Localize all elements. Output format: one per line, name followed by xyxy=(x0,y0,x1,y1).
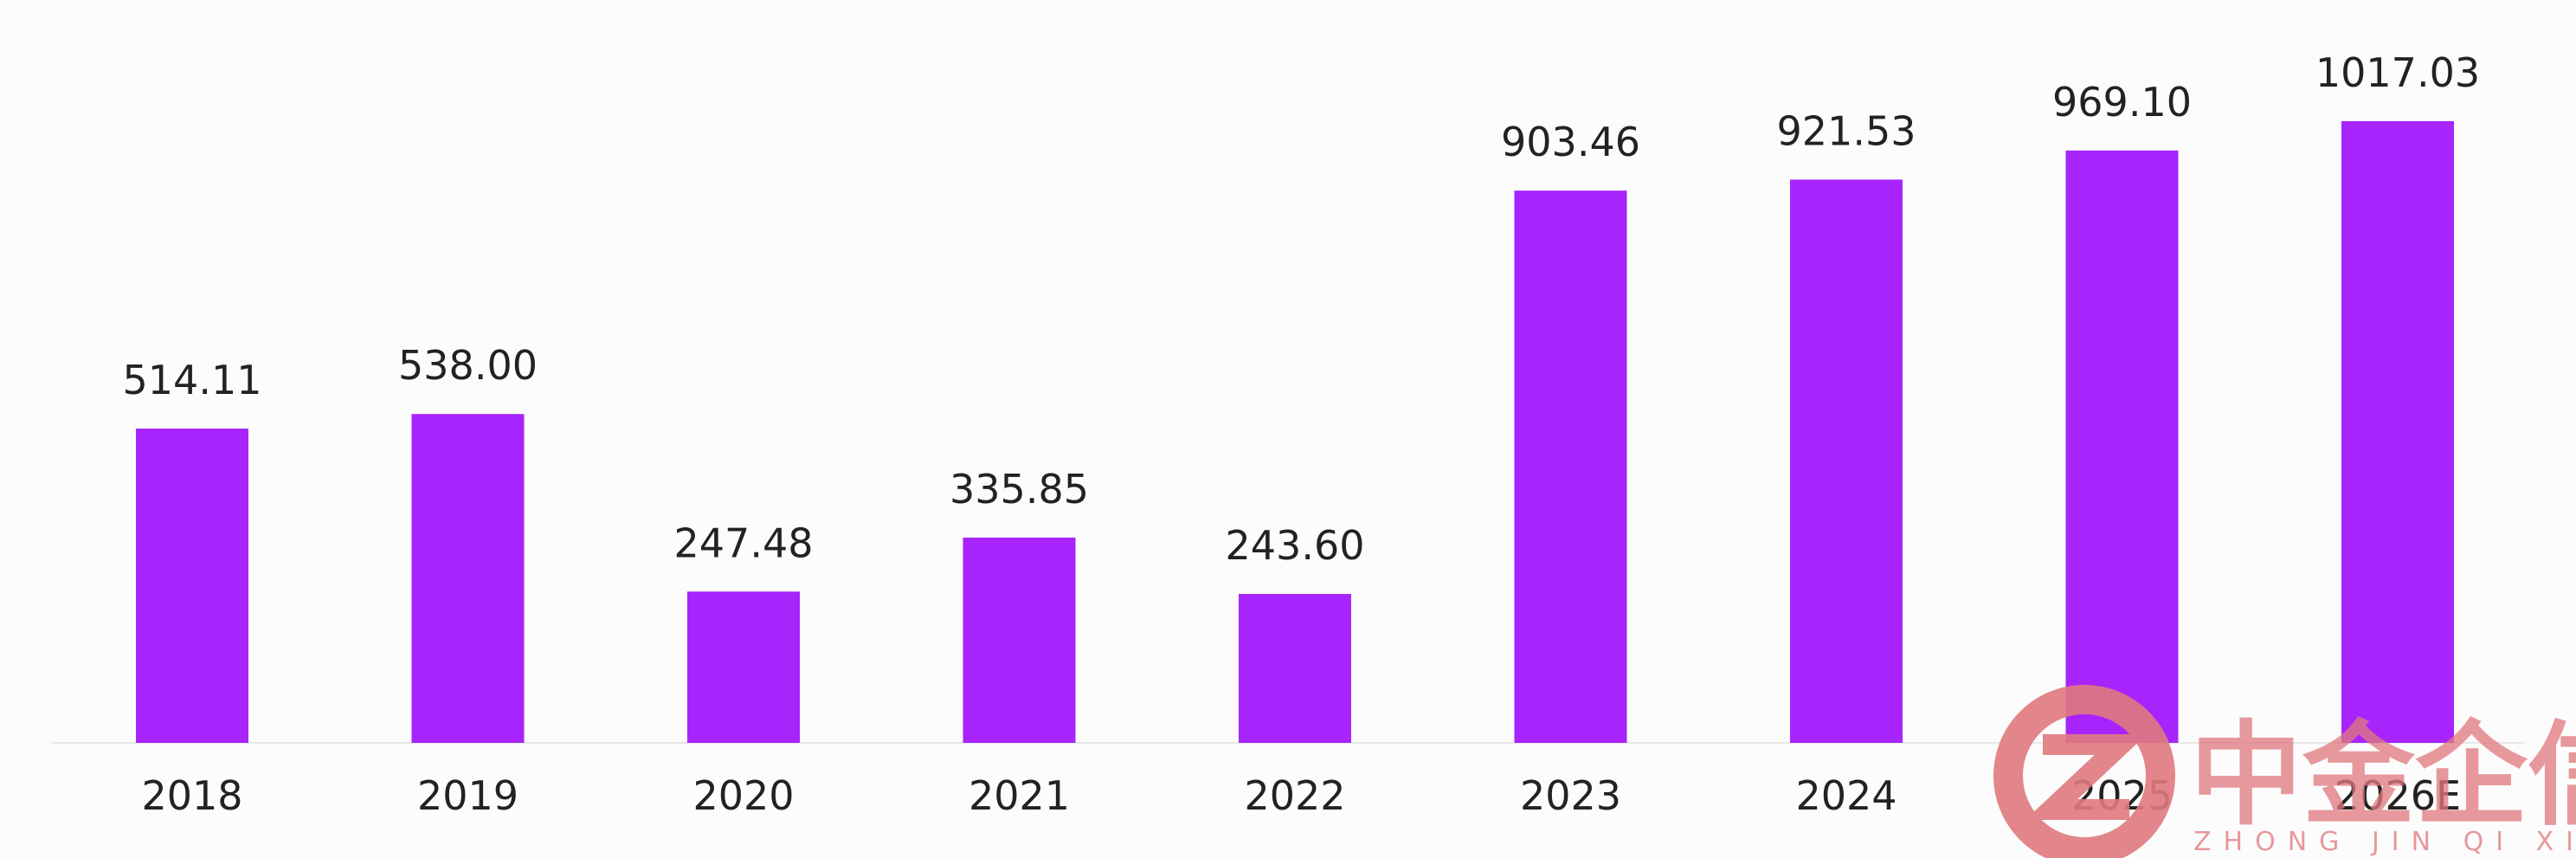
watermark-logo-z-mark xyxy=(2025,734,2148,820)
bar-2018 xyxy=(136,429,248,743)
value-labels-group: 514.11 538.00 247.48 335.85 243.60 903.46 921.… xyxy=(123,49,2481,569)
watermark-logo-icon xyxy=(1993,685,2175,858)
x-tick-label-2022: 2022 xyxy=(1244,772,1345,819)
x-tick-label-2021: 2021 xyxy=(969,772,1070,819)
x-tick-label-2026E: 2026E xyxy=(2334,772,2461,819)
bar-2026E xyxy=(2341,121,2454,743)
value-label-2018: 514.11 xyxy=(123,357,262,403)
watermark-brand-en: ZHONG JIN QI XIN xyxy=(2193,827,2576,857)
bar-2023 xyxy=(1514,190,1627,743)
x-tick-labels-group: 2018 2019 2020 2021 2022 2023 2024 2025 2026E xyxy=(141,772,2461,819)
x-tick-label-2023: 2023 xyxy=(1520,772,1621,819)
value-label-2021: 335.85 xyxy=(950,466,1089,513)
bar-2022 xyxy=(1239,594,1351,743)
bar-2019 xyxy=(411,414,525,743)
bar-2024 xyxy=(1790,179,1903,743)
x-tick-label-2018: 2018 xyxy=(141,772,242,819)
bar-2020 xyxy=(687,591,800,743)
bars-group xyxy=(136,121,2454,743)
value-label-2024: 921.53 xyxy=(1777,107,1916,154)
x-tick-label-2024: 2024 xyxy=(1795,772,1897,819)
bar-2025 xyxy=(2065,150,2179,743)
value-label-2026E: 1017.03 xyxy=(2315,49,2480,96)
value-label-2022: 243.60 xyxy=(1226,522,1365,569)
value-label-2025: 969.10 xyxy=(2052,79,2192,126)
value-label-2019: 538.00 xyxy=(398,342,538,389)
watermark-brand-cn: 中金企信 xyxy=(2190,709,2576,841)
value-label-2023: 903.46 xyxy=(1501,119,1640,165)
watermark-logo: 中金企信 ZHONG JIN QI XIN xyxy=(1993,685,2576,858)
value-label-2020: 247.48 xyxy=(674,519,814,566)
x-tick-label-2020: 2020 xyxy=(692,772,794,819)
bar-2021 xyxy=(963,537,1076,743)
x-tick-label-2019: 2019 xyxy=(417,772,518,819)
